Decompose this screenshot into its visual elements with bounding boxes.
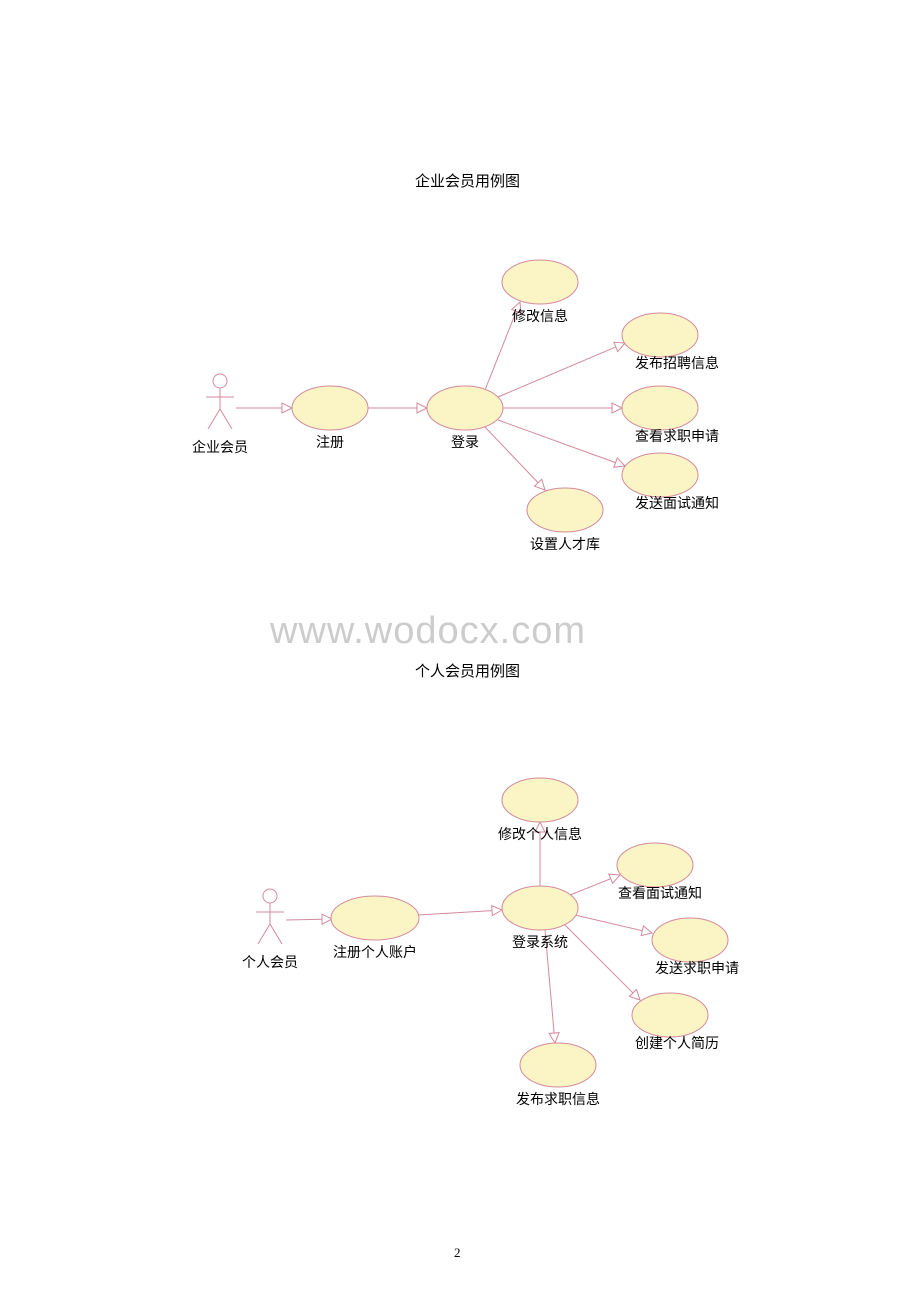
- usecase-label: 注册个人账户: [333, 944, 417, 961]
- edge: [236, 403, 292, 413]
- uc1-talent: 设置人才库: [527, 488, 603, 553]
- usecase-ellipse: [632, 993, 708, 1037]
- usecase-label: 设置人才库: [530, 537, 600, 553]
- uc2-send: 发送求职申请: [652, 918, 739, 977]
- edge: [286, 914, 332, 924]
- edge: [368, 403, 427, 413]
- uc1-modify: 修改信息: [502, 260, 578, 325]
- usecase-label: 注册: [316, 435, 344, 451]
- usecase-ellipse: [292, 386, 368, 430]
- actor: 企业会员: [192, 374, 248, 456]
- usecase-ellipse: [617, 843, 693, 887]
- usecase-label: 修改个人信息: [498, 826, 582, 843]
- usecase-ellipse: [502, 778, 578, 822]
- usecase-label: 登录系统: [512, 935, 568, 951]
- edge: [498, 342, 625, 397]
- uc1-register: 注册: [292, 386, 368, 451]
- uc2-register: 注册个人账户: [331, 896, 419, 961]
- uc1-view: 查看求职申请: [622, 386, 719, 445]
- usecase-label: 发布招聘信息: [635, 355, 719, 372]
- usecase-label: 登录: [451, 435, 479, 451]
- usecase-ellipse: [622, 313, 698, 357]
- usecase-ellipse: [520, 1043, 596, 1087]
- uc1-login: 登录: [427, 386, 503, 451]
- use-case-diagrams-svg: 企业会员 注册 登录 修改信息发布招聘信息查看求职申请发送面试通知设置人才库个人会员 注…: [0, 0, 920, 1302]
- usecase-ellipse: [622, 453, 698, 497]
- edge: [418, 906, 502, 916]
- uc2-login: 登录系统: [502, 886, 578, 951]
- edge: [565, 925, 640, 1000]
- usecase-label: 发送求职申请: [655, 961, 739, 977]
- actor: 个人会员: [242, 889, 298, 971]
- document-page: 企业会员用例图 www.wodocx.com 个人会员用例图 2 企业会员注册登…: [0, 0, 920, 1302]
- uc2-view: 查看面试通知: [617, 843, 702, 902]
- usecase-ellipse: [527, 488, 603, 532]
- uc2-publish: 发布求职信息: [516, 1043, 600, 1108]
- usecase-label: 查看面试通知: [618, 885, 702, 902]
- usecase-ellipse: [502, 886, 578, 930]
- usecase-ellipse: [427, 386, 503, 430]
- uc1-publish: 发布招聘信息: [622, 313, 719, 372]
- usecase-ellipse: [502, 260, 578, 304]
- usecase-label: 创建个人简历: [635, 1035, 719, 1052]
- usecase-ellipse: [622, 386, 698, 430]
- edge: [570, 874, 620, 895]
- usecase-label: 发送面试通知: [635, 495, 719, 512]
- usecase-label: 发布求职信息: [516, 1091, 600, 1108]
- usecase-label: 查看求职申请: [635, 429, 719, 445]
- edge: [503, 403, 622, 413]
- usecase-label: 修改信息: [512, 308, 568, 325]
- edge: [485, 427, 545, 490]
- uc2-modify: 修改个人信息: [498, 778, 582, 843]
- usecase-ellipse: [331, 896, 419, 940]
- usecase-ellipse: [652, 918, 728, 962]
- actor-label: 企业会员: [192, 439, 248, 456]
- uc2-create: 创建个人简历: [632, 993, 719, 1052]
- uc1-send: 发送面试通知: [622, 453, 719, 512]
- edge: [575, 915, 652, 936]
- actor-label: 个人会员: [242, 955, 298, 971]
